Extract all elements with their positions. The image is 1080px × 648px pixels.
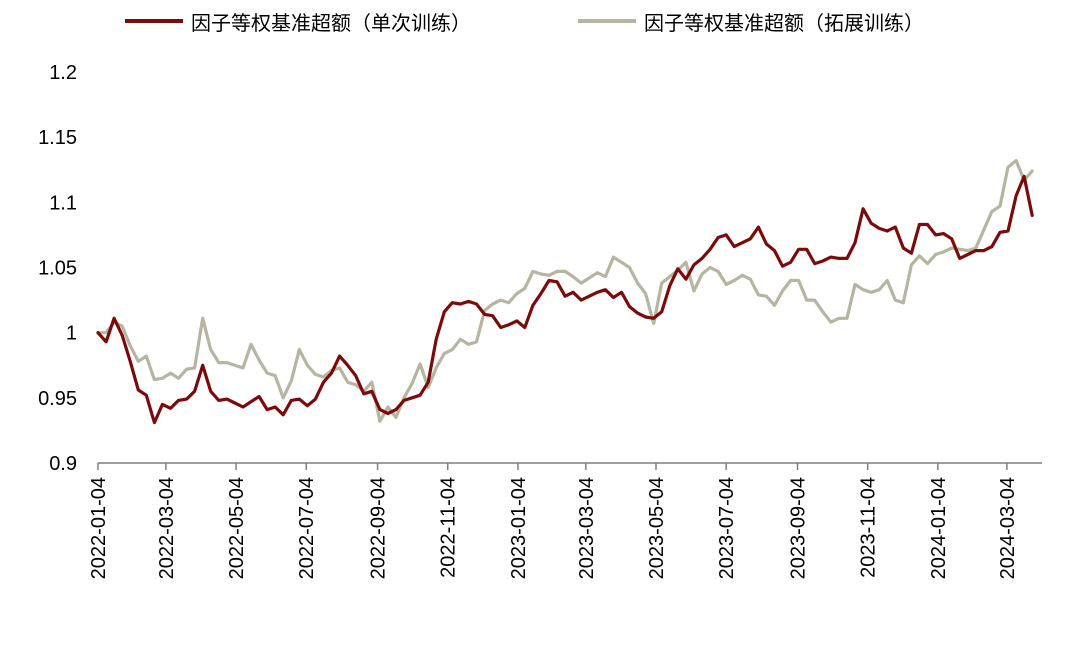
x-tick-label: 2024-01-04 <box>928 477 950 579</box>
x-tick-label: 2023-03-04 <box>576 477 598 579</box>
legend: 因子等权基准超额（单次训练） 因子等权基准超额（拓展训练） <box>0 6 1080 36</box>
x-tick-label: 2023-07-04 <box>716 477 738 579</box>
legend-label-single-training: 因子等权基准超额（单次训练） <box>191 10 471 35</box>
x-tick-label: 2022-01-04 <box>88 477 110 579</box>
y-tick-label: 1 <box>66 323 77 345</box>
series-line-single-training <box>96 174 1034 425</box>
y-tick-label: 0.95 <box>38 388 77 410</box>
x-tick-label: 2023-01-04 <box>508 477 530 579</box>
x-tick-label: 2022-03-04 <box>156 477 178 579</box>
x-tick-label: 2022-09-04 <box>368 477 390 579</box>
y-tick-label: 1.2 <box>49 62 77 84</box>
y-tick-label: 1.05 <box>38 258 77 280</box>
x-tick-label: 2023-05-04 <box>646 477 668 579</box>
series-line-extended-training <box>96 159 1034 423</box>
series-layer <box>96 159 1034 425</box>
x-tick-label: 2022-11-04 <box>438 477 460 578</box>
x-axis: 2022-01-04 2022-03-04 2022-05-04 2022-07-04… <box>88 462 1042 579</box>
x-tick-label: 2023-09-04 <box>787 477 809 579</box>
x-tick-label: 2022-05-04 <box>226 477 248 579</box>
y-tick-label: 0.9 <box>49 453 77 475</box>
legend-item-single-training: 因子等权基准超额（单次训练） <box>125 6 471 36</box>
legend-item-extended-training: 因子等权基准超额（拓展训练） <box>578 6 924 36</box>
x-tick-label: 2024-03-04 <box>997 477 1019 579</box>
x-tick-label: 2022-07-04 <box>296 477 318 579</box>
legend-swatch-extended-training <box>578 19 636 23</box>
legend-swatch-single-training <box>125 19 183 23</box>
legend-label-extended-training: 因子等权基准超额（拓展训练） <box>644 10 924 35</box>
y-tick-label: 1.1 <box>49 192 77 214</box>
x-tick-label: 2023-11-04 <box>858 477 880 578</box>
y-tick-label: 1.15 <box>38 127 77 149</box>
y-axis: 0.9 0.95 1 1.05 1.1 1.15 1.2 <box>38 62 77 475</box>
